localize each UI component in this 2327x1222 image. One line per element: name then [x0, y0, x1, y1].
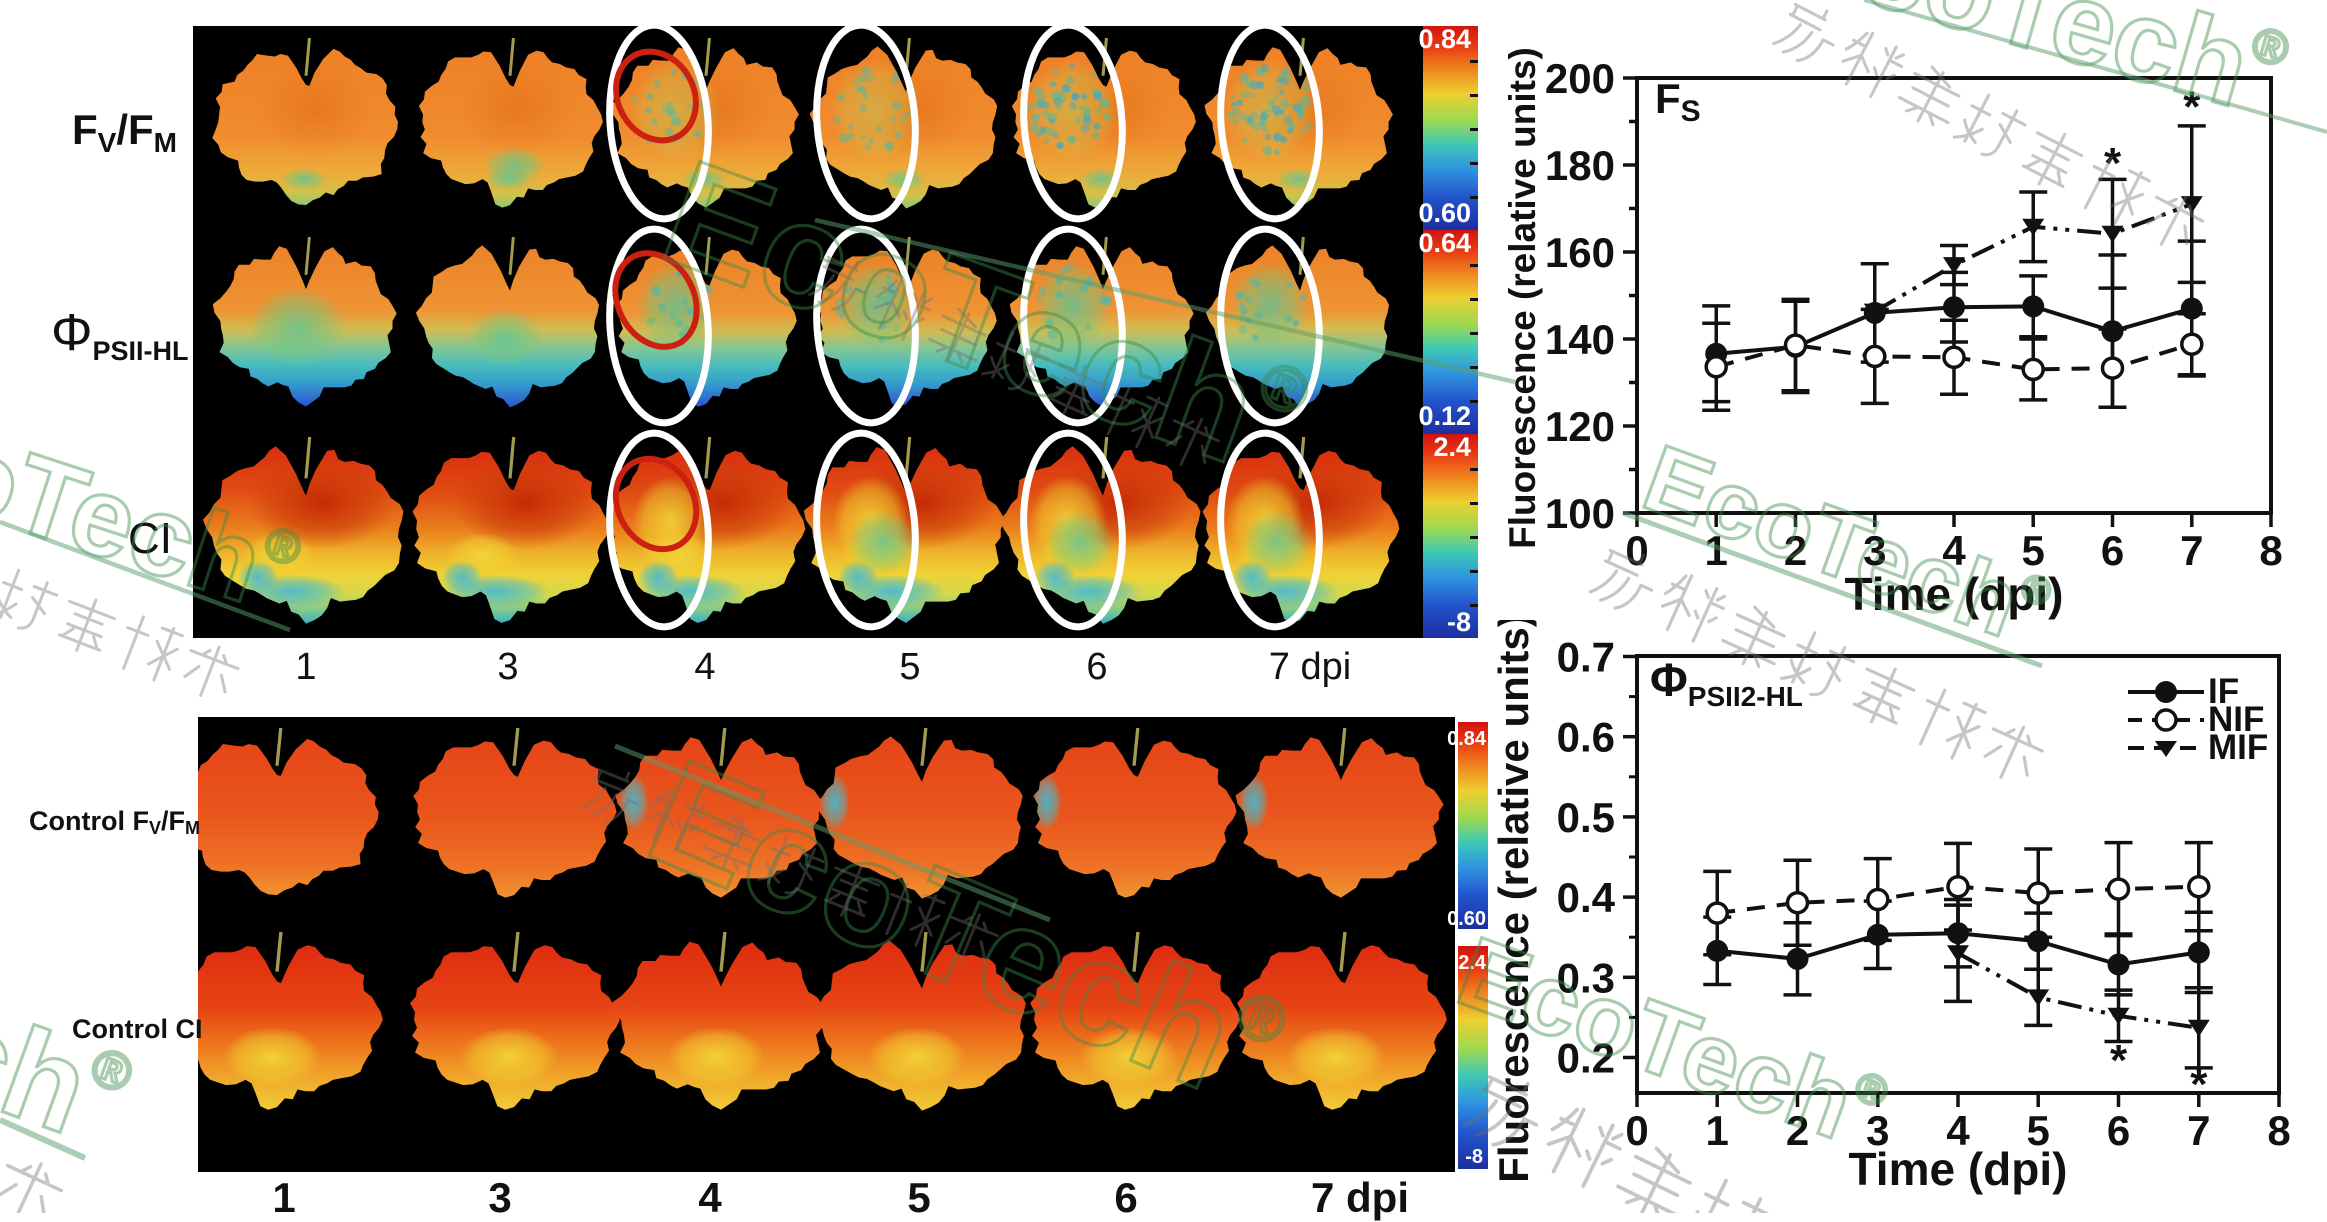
- svg-text:5: 5: [2027, 1107, 2050, 1154]
- svg-text:IF: IF: [2208, 672, 2239, 711]
- svg-text:0.60: 0.60: [1447, 908, 1486, 930]
- svg-text:0.5: 0.5: [1557, 794, 1615, 841]
- svg-text:2.4: 2.4: [1458, 952, 1487, 974]
- svg-text:Time (dpi): Time (dpi): [1849, 1143, 2068, 1195]
- svg-text:EcoTech®: EcoTech®: [0, 366, 310, 637]
- svg-text:0.7: 0.7: [1557, 634, 1615, 681]
- svg-text:1: 1: [1705, 527, 1728, 574]
- svg-text:160: 160: [1545, 229, 1615, 276]
- svg-text:EcoTech®: EcoTech®: [0, 848, 143, 1175]
- svg-text:8: 8: [2267, 1107, 2290, 1154]
- svg-text:0.12: 0.12: [1418, 401, 1471, 431]
- svg-text:0.4: 0.4: [1557, 874, 1616, 921]
- svg-text:3: 3: [1863, 527, 1886, 574]
- svg-text:0.84: 0.84: [1418, 26, 1471, 54]
- svg-text:6: 6: [2101, 527, 2124, 574]
- svg-text:5: 5: [2022, 527, 2045, 574]
- svg-text:0.2: 0.2: [1557, 1035, 1615, 1082]
- svg-text:140: 140: [1545, 316, 1615, 363]
- svg-text:2: 2: [1784, 527, 1807, 574]
- svg-text:EcoTech®: EcoTech®: [627, 727, 1301, 1140]
- svg-text:EcoTech®: EcoTech®: [1631, 425, 2060, 668]
- svg-text:3: 3: [1866, 1107, 1889, 1154]
- svg-text:120: 120: [1545, 403, 1615, 450]
- svg-text:-8: -8: [1465, 1146, 1483, 1168]
- svg-text:8: 8: [2259, 527, 2282, 574]
- svg-text:0.6: 0.6: [1557, 714, 1615, 761]
- svg-text:EcoTech®: EcoTech®: [644, 127, 1322, 511]
- svg-text:Fluorescence (relative units): Fluorescence (relative units): [1490, 620, 1537, 1183]
- svg-text:7: 7: [2180, 527, 2203, 574]
- svg-text:7: 7: [2187, 1107, 2210, 1154]
- svg-text:1: 1: [1706, 1107, 1729, 1154]
- svg-text:Fluorescence (relative units): Fluorescence (relative units): [1502, 47, 1543, 549]
- svg-text:200: 200: [1545, 55, 1615, 102]
- svg-text:180: 180: [1545, 142, 1615, 189]
- svg-text:Time (dpi): Time (dpi): [1845, 568, 2064, 620]
- svg-text:6: 6: [2107, 1107, 2130, 1154]
- svg-text:*: *: [2190, 1060, 2208, 1109]
- svg-text:4: 4: [1942, 527, 1966, 574]
- svg-text:0.60: 0.60: [1418, 198, 1471, 228]
- svg-text:-8: -8: [1447, 607, 1471, 637]
- svg-text:*: *: [2110, 1036, 2128, 1085]
- svg-text:*: *: [2104, 139, 2122, 188]
- svg-text:0.64: 0.64: [1418, 228, 1471, 258]
- svg-text:0: 0: [1625, 1107, 1648, 1154]
- svg-text:0.84: 0.84: [1447, 728, 1487, 750]
- svg-text:MIF: MIF: [2208, 728, 2268, 767]
- svg-text:2.4: 2.4: [1433, 432, 1471, 462]
- svg-text:4: 4: [1946, 1107, 1970, 1154]
- svg-text:2: 2: [1786, 1107, 1809, 1154]
- svg-text:NIF: NIF: [2208, 700, 2264, 739]
- svg-text:0: 0: [1625, 527, 1648, 574]
- svg-text:0.3: 0.3: [1557, 954, 1615, 1001]
- svg-text:100: 100: [1545, 490, 1615, 537]
